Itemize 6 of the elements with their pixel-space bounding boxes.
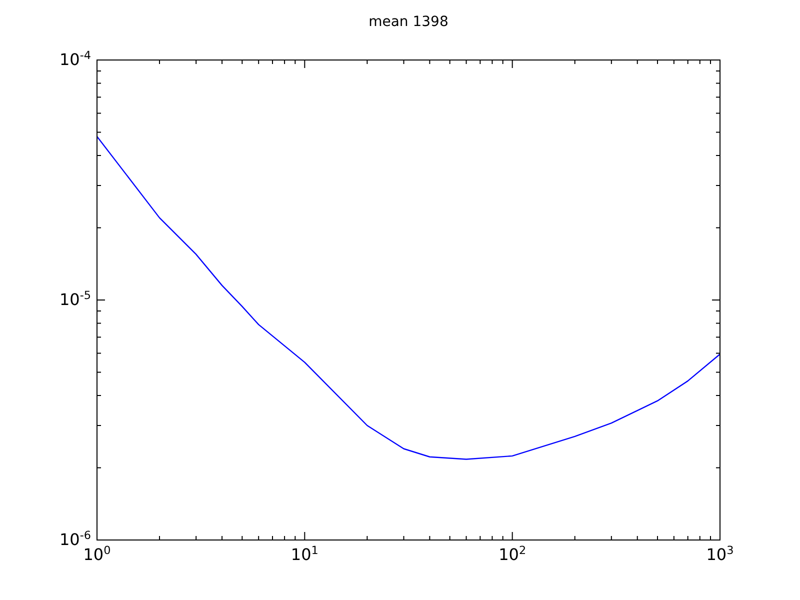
y-tick-label: 10$^{-5}$ <box>59 288 91 309</box>
x-tick-label: 10$^{3}$ <box>706 544 734 564</box>
chart-title: mean 1398 <box>368 14 448 30</box>
x-tick-label: 10$^{2}$ <box>498 544 526 564</box>
x-tick-label: 10$^{1}$ <box>290 544 318 564</box>
y-tick-label: 10$^{-4}$ <box>59 48 91 69</box>
